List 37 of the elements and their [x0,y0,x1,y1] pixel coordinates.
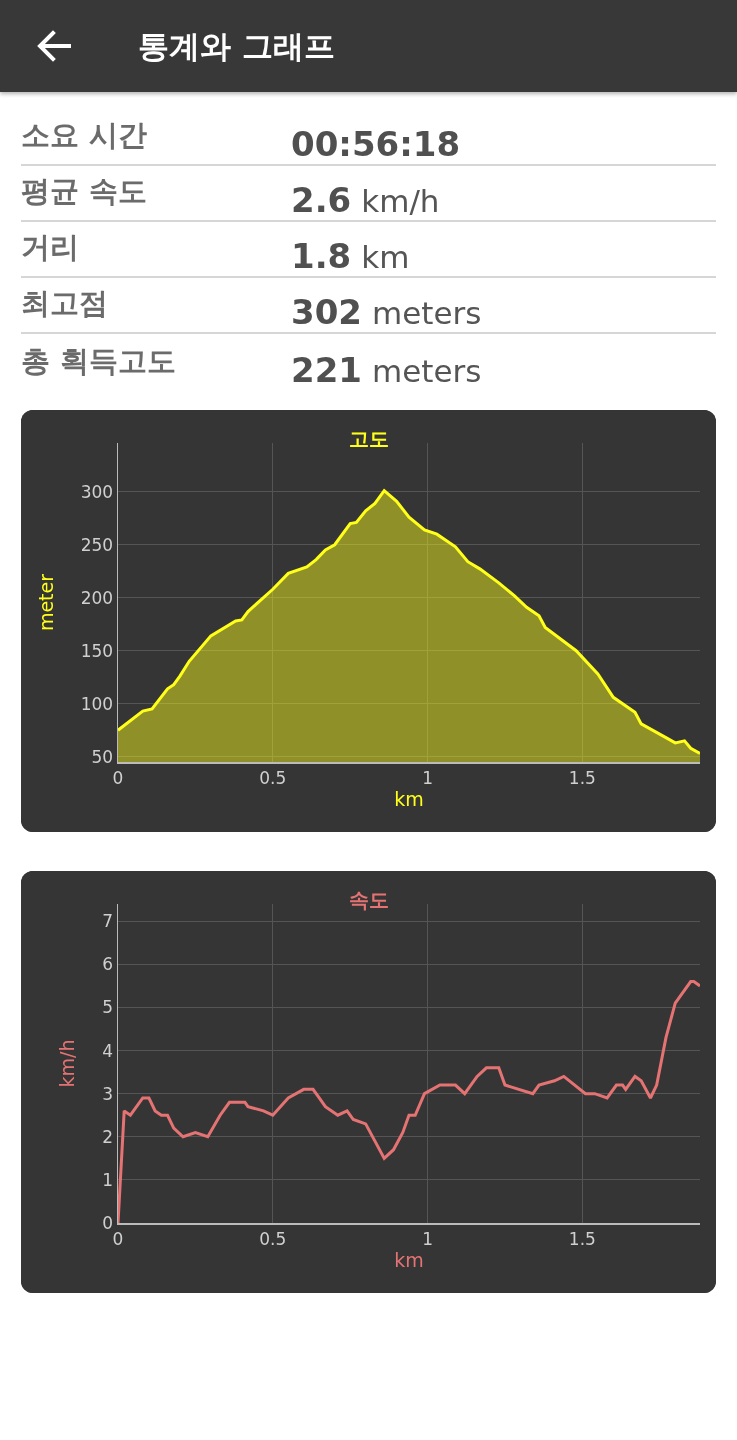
text: 221 meters [291,350,482,390]
text: 1.8 km [291,236,410,276]
y-tick-label: 300 [80,481,114,502]
y-axis-title: km/h [56,1039,79,1088]
x-tick-label: 1.5 [568,767,596,788]
y-axis-title: meter [34,573,57,632]
x-tick-label: 1.5 [568,1228,596,1249]
y-tick-label: 5 [102,997,114,1018]
text: 00:56:18 [291,124,461,164]
x-tick-label: 1 [422,767,433,788]
y-tick-label: 3 [102,1083,114,1104]
text: 302 meters [291,292,482,332]
y-tick-label: 4 [102,1040,114,1061]
text: 통계와 그래프 [138,27,335,66]
y-tick-label: 100 [80,693,114,714]
text: 거리 [21,229,80,266]
text: 총 획득고도 [21,343,178,380]
x-tick-label: 0.5 [259,1228,287,1249]
text: 평균 속도 [21,173,149,210]
x-axis-title: km [394,1248,424,1271]
text: 최고점 [21,285,109,322]
y-tick-label: 50 [91,746,114,767]
text: 소요 시간 [21,117,149,154]
y-tick-label: 250 [80,534,114,555]
text: 2.6 km/h [291,180,440,220]
y-tick-label: 6 [102,954,114,975]
y-tick-label: 150 [80,640,114,661]
y-tick-label: 1 [102,1169,114,1190]
y-tick-label: 7 [102,911,114,932]
y-tick-label: 200 [80,587,114,608]
y-tick-label: 2 [102,1126,114,1147]
chart-title: 속도 [348,888,389,912]
x-tick-label: 1 [422,1228,433,1249]
x-tick-label: 0.5 [259,767,287,788]
chart-title: 고도 [348,427,389,451]
y-tick-label: 0 [102,1212,114,1233]
x-axis-title: km [394,787,424,810]
